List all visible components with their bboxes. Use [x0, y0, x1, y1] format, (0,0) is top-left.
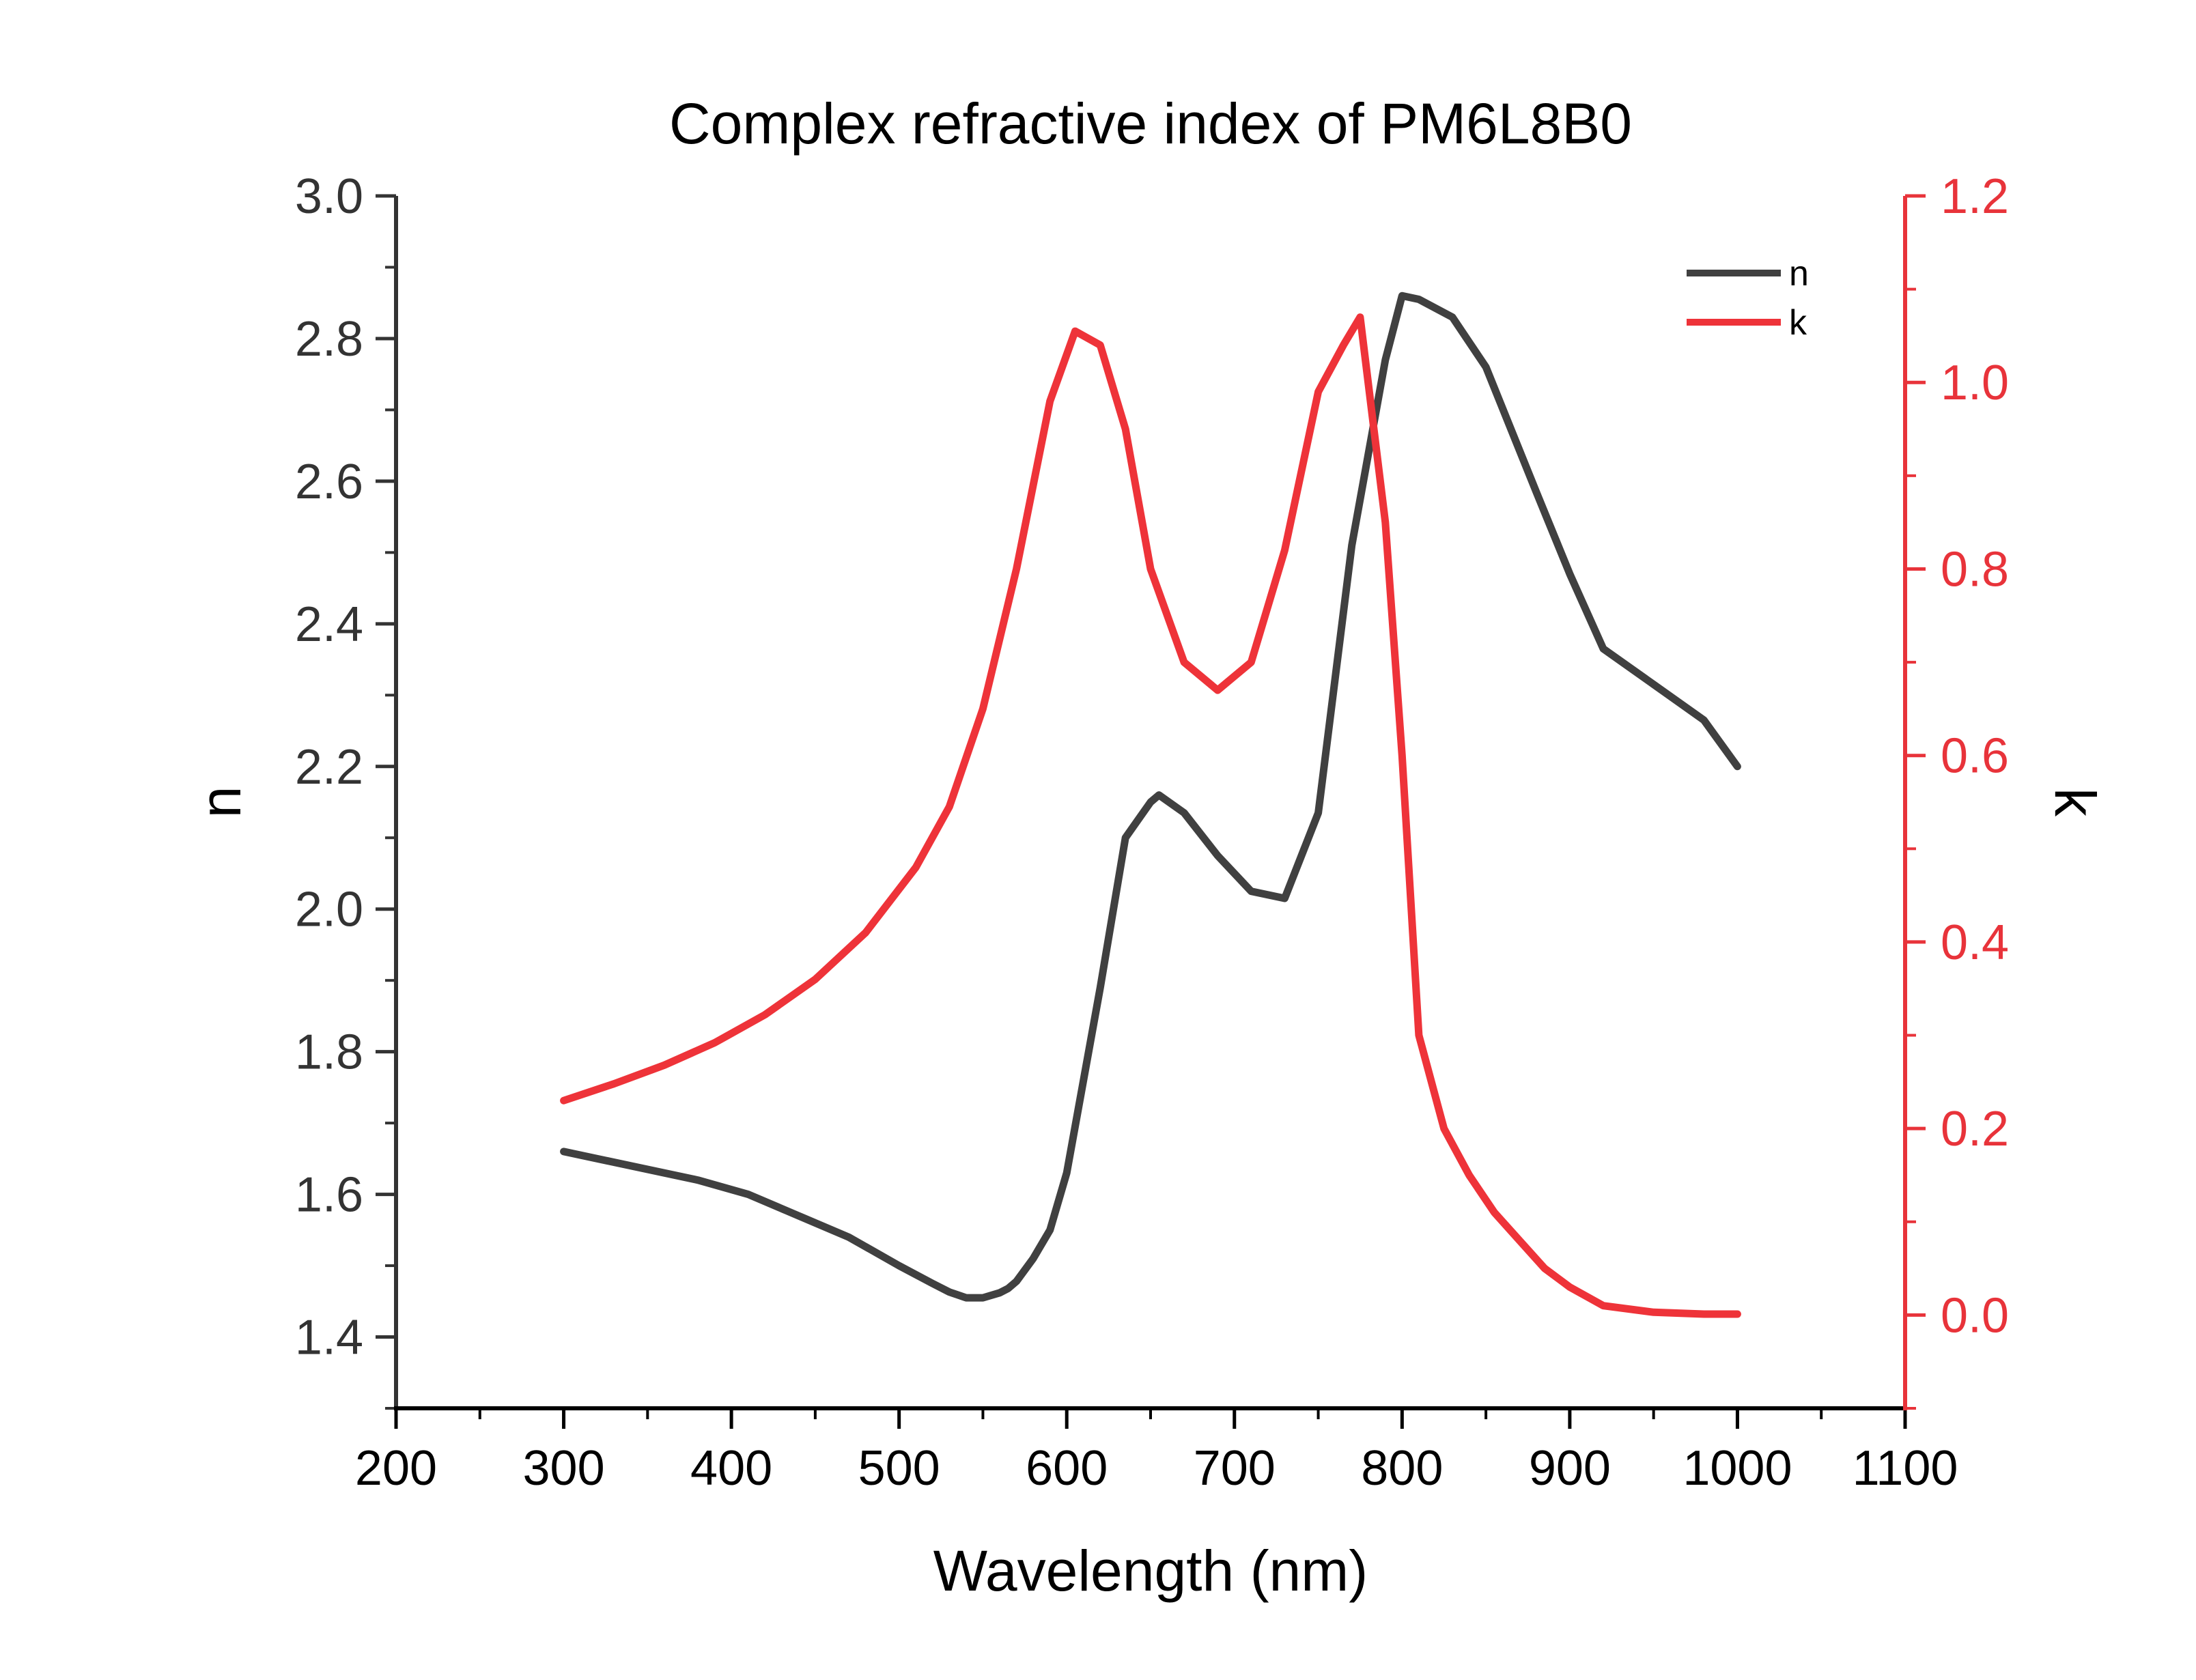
- y-right-tick-label: 1.0: [1941, 356, 2009, 410]
- y-left-tick-label: 1.8: [295, 1025, 363, 1080]
- y-left-tick-label: 2.8: [295, 312, 363, 367]
- y-right-tick-label: 0.6: [1941, 729, 2009, 784]
- legend-label-k: k: [1789, 303, 1807, 343]
- series-line-k: [560, 313, 1741, 1318]
- chart-title: Complex refractive index of PM6L8B0: [669, 91, 1632, 156]
- x-tick-label: 300: [522, 1441, 604, 1496]
- y-left-tick-label: 2.6: [295, 455, 363, 509]
- y-left-tick-label: 2.0: [295, 883, 363, 937]
- y-left-axis-label: n: [188, 786, 253, 818]
- x-tick-label: 600: [1026, 1441, 1108, 1496]
- y-right-tick-label: 0.2: [1941, 1102, 2009, 1156]
- y-left-tick-label: 1.6: [295, 1168, 363, 1223]
- y-right-tick-label: 0.8: [1941, 542, 2009, 597]
- y-left-tick-label: 2.2: [295, 740, 363, 795]
- x-tick-label: 700: [1194, 1441, 1276, 1496]
- y-left-tick-label: 2.4: [295, 597, 363, 652]
- axes-layer: [394, 196, 1907, 1410]
- ticks-layer: 200 300 400 500 600 700 800 900 1000 1100 1.4 1.6 1.…: [295, 169, 2009, 1496]
- y-right-axis-label: k: [2043, 788, 2107, 817]
- x-tick-label: 800: [1361, 1441, 1443, 1496]
- x-tick-label: 400: [690, 1441, 772, 1496]
- x-tick-label: 900: [1529, 1441, 1611, 1496]
- series-line-n: [560, 291, 1741, 1302]
- y-right-tick-label: 1.2: [1941, 169, 2009, 224]
- legend: n k: [1687, 254, 1809, 343]
- x-axis-label: Wavelength (nm): [933, 1539, 1368, 1603]
- y-left-tick-label: 3.0: [295, 169, 363, 224]
- x-tick-label: 200: [355, 1441, 437, 1496]
- x-tick-label: 500: [858, 1441, 940, 1496]
- x-tick-label: 1000: [1683, 1441, 1792, 1496]
- y-right-tick-label: 0.4: [1941, 915, 2009, 970]
- y-right-tick-label: 0.0: [1941, 1288, 2009, 1343]
- series-layer: [560, 291, 1741, 1318]
- x-tick-label: 1100: [1853, 1441, 1958, 1496]
- y-left-tick-label: 1.4: [295, 1311, 363, 1365]
- legend-label-n: n: [1789, 254, 1809, 294]
